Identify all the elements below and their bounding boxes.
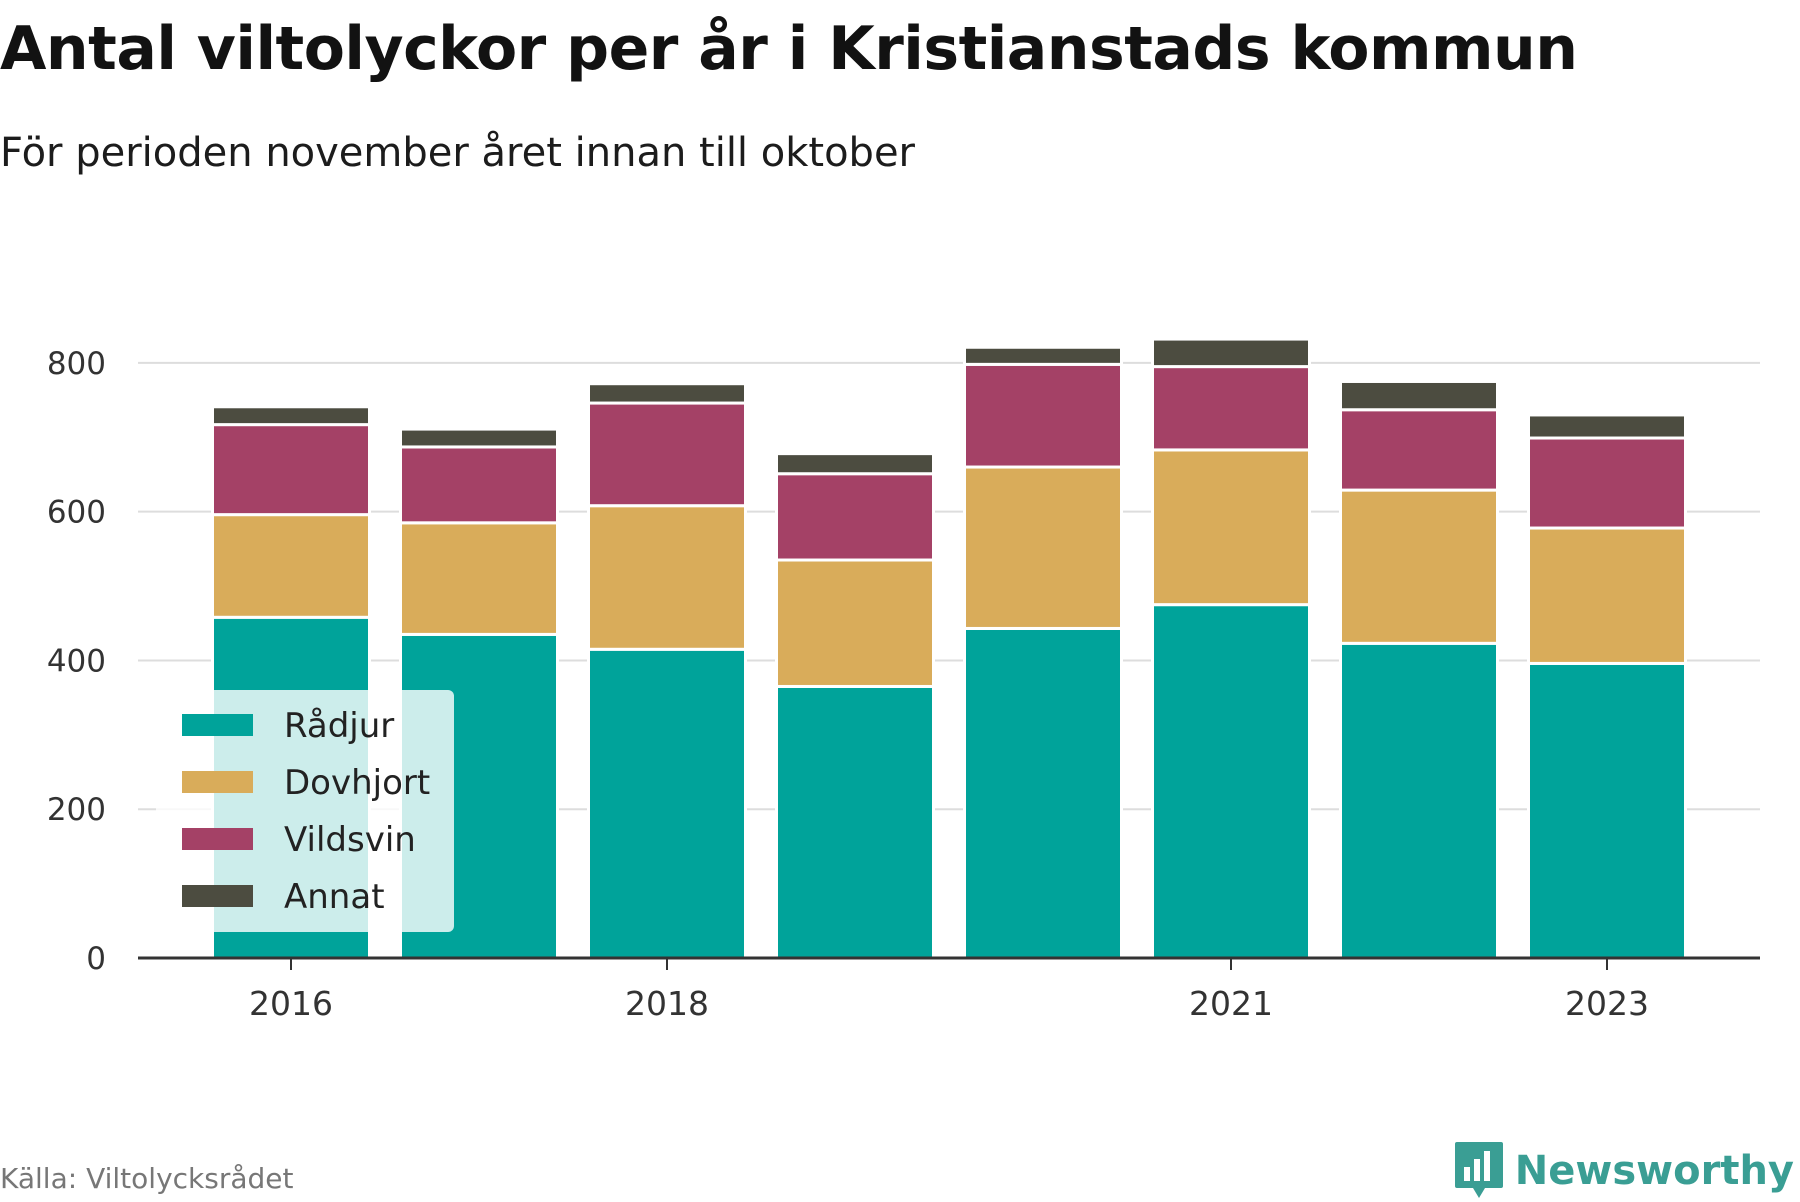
legend-swatch-annat (182, 885, 253, 907)
legend-swatch-rådjur (182, 714, 253, 736)
bar-annat-2020 (963, 345, 1123, 366)
bar-annat-2018 (587, 382, 747, 405)
chart-subtitle: För perioden november året innan till ok… (0, 130, 915, 176)
bar-annat-2023 (1527, 413, 1687, 440)
bar-vildsvin-2022 (1339, 408, 1499, 492)
legend-box (156, 690, 454, 932)
bar-annat-2016 (211, 405, 371, 427)
bar-dovhjort-2017 (399, 521, 559, 636)
bar-vildsvin-2021 (1151, 365, 1311, 452)
bar-rådjur-2020 (963, 626, 1123, 960)
bar-rådjur-2018 (587, 647, 747, 960)
y-tick-label: 800 (47, 346, 106, 382)
bar-rådjur-2019 (775, 684, 935, 960)
legend-label-rådjur: Rådjur (284, 706, 394, 746)
legend-swatch-dovhjort (182, 771, 253, 793)
bar-annat-2019 (775, 452, 935, 476)
y-tick-label: 0 (86, 941, 106, 977)
bar-dovhjort-2021 (1151, 448, 1311, 607)
bar-vildsvin-2017 (399, 445, 559, 525)
y-tick-label: 400 (47, 643, 106, 679)
bar-vildsvin-2020 (963, 362, 1123, 469)
x-tick-label: 2023 (1565, 984, 1649, 1023)
x-tick-label: 2021 (1189, 984, 1273, 1023)
bar-rådjur-2023 (1527, 661, 1687, 960)
bar-vildsvin-2019 (775, 472, 935, 562)
bar-annat-2021 (1151, 337, 1311, 369)
bar-annat-2017 (399, 427, 559, 449)
bar-vildsvin-2023 (1527, 436, 1687, 530)
y-tick-label: 200 (47, 792, 106, 828)
bar-rådjur-2022 (1339, 641, 1499, 960)
bar-chart-pin-icon (1454, 1142, 1503, 1198)
bar-dovhjort-2016 (211, 513, 371, 619)
legend: Rådjur Dovhjort Vildsvin Annat (156, 690, 454, 932)
legend-swatch-vildsvin (182, 828, 253, 850)
legend-label-vildsvin: Vildsvin (284, 820, 416, 860)
brand-logo[interactable]: Newsworthy (1453, 1140, 1794, 1202)
bar-vildsvin-2016 (211, 423, 371, 517)
chart-title: Antal viltolyckor per år i Kristianstads… (0, 14, 1578, 84)
bar-dovhjort-2020 (963, 465, 1123, 630)
source-note: Källa: Viltolycksrådet (0, 1162, 294, 1195)
legend-label-annat: Annat (284, 877, 385, 917)
bar-dovhjort-2018 (587, 504, 747, 651)
bar-dovhjort-2023 (1527, 526, 1687, 665)
legend-label-dovhjort: Dovhjort (284, 763, 430, 803)
bar-annat-2022 (1339, 379, 1499, 412)
x-tick-label: 2018 (625, 984, 709, 1023)
axes: 0 200 400 600 800 2016 2018 2021 2023 (47, 346, 1760, 1023)
bar-dovhjort-2019 (775, 558, 935, 688)
x-tick-label: 2016 (249, 984, 333, 1023)
bar-vildsvin-2018 (587, 401, 747, 508)
brand-name: Newsworthy (1514, 1148, 1794, 1194)
y-tick-label: 600 (47, 495, 106, 531)
bar-rådjur-2021 (1151, 603, 1311, 960)
bar-dovhjort-2022 (1339, 488, 1499, 645)
